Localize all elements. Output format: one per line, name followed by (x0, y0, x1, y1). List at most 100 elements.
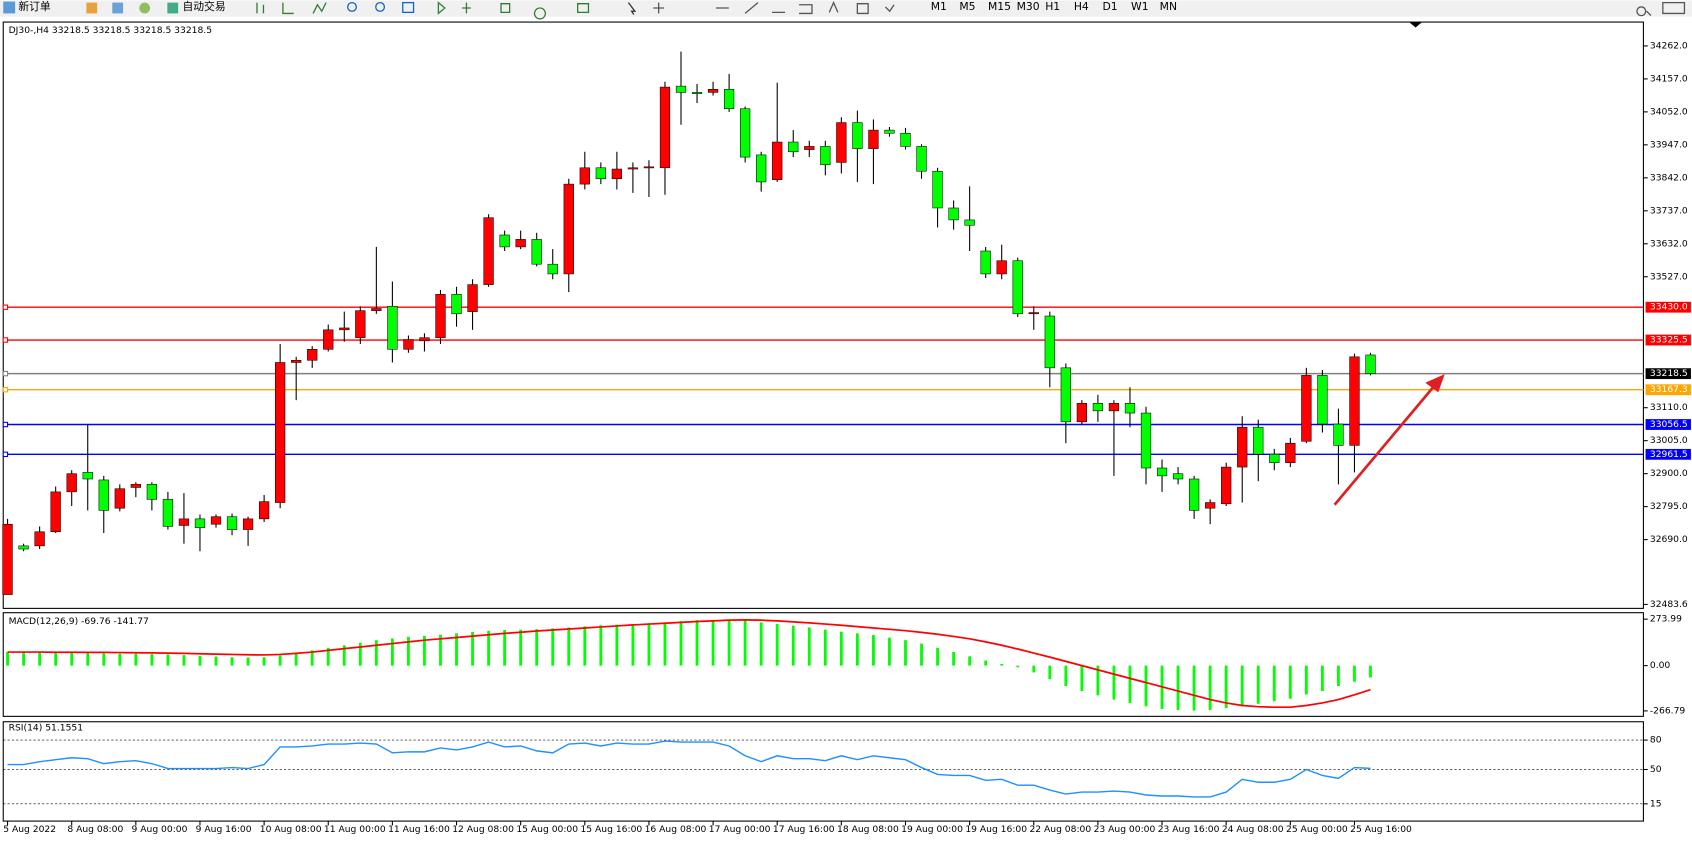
macd-bar (278, 655, 282, 666)
macd-bar (214, 656, 218, 666)
x-tick-label: 25 Aug 00:00 (1286, 824, 1348, 835)
level-handle (2, 370, 9, 377)
zoom-out[interactable] (375, 1, 386, 12)
x-tick-label: 19 Aug 00:00 (901, 824, 963, 835)
macd-bar (1224, 665, 1228, 709)
draw-tools[interactable] (653, 2, 813, 15)
icon[interactable] (86, 2, 98, 14)
main-title: DJ30-,H4 33218.5 33218.5 33218.5 33218.5 (9, 25, 213, 36)
auto-trade-button[interactable]: 自动交易 (182, 0, 225, 13)
candle-body (339, 327, 350, 331)
macd-bar (1144, 665, 1148, 707)
macd-bar (439, 634, 442, 666)
more-tools[interactable] (437, 1, 590, 20)
macd-bar (118, 653, 122, 666)
macd-bar (1048, 665, 1052, 680)
cursor[interactable] (627, 2, 637, 15)
chart-type-icons[interactable] (256, 2, 327, 15)
candle-body (563, 183, 574, 275)
candle-body (371, 308, 382, 311)
y-tick-label: 33842.0 (1650, 172, 1688, 183)
text-tools[interactable] (828, 1, 895, 15)
macd-bar (390, 638, 394, 666)
candle-body (2, 523, 13, 595)
timeframe-button[interactable]: M1 (931, 0, 947, 13)
macd-bar (567, 627, 571, 666)
candle-body (258, 501, 270, 520)
candle-body (788, 141, 799, 153)
shift-marker (1409, 22, 1423, 28)
macd-bar (86, 653, 90, 666)
candle-body (435, 294, 446, 338)
macd-bar (246, 657, 250, 666)
candle-body (226, 516, 238, 530)
macd-bar (471, 632, 474, 666)
icon[interactable] (139, 2, 151, 14)
macd-bar (54, 652, 58, 666)
macd-bar (679, 621, 683, 666)
candle-body (1333, 423, 1344, 446)
candle-body (531, 239, 542, 265)
candle-body (146, 484, 157, 500)
x-tick-label: 15 Aug 00:00 (516, 824, 578, 835)
new-order-icon[interactable] (3, 1, 16, 14)
candle-body (275, 362, 286, 503)
candle-body (355, 310, 366, 338)
candle-body (18, 545, 29, 550)
x-tick-label: 23 Aug 16:00 (1158, 824, 1220, 835)
candle-body (1301, 375, 1312, 442)
timeframe-button[interactable]: M15 (988, 0, 1011, 13)
y-tick-label: 15 (1650, 798, 1662, 809)
macd-bar (1192, 665, 1196, 711)
toolbar-bg (0, 0, 1692, 17)
macd-bar (230, 657, 234, 666)
icon[interactable] (112, 2, 124, 14)
level-label: 33167.3 (1650, 384, 1688, 395)
new-order-button[interactable]: 新订单 (18, 0, 51, 13)
x-tick-label: 24 Aug 08:00 (1222, 824, 1284, 835)
chart-layer: 34262.0 34157.0 34052.0 33947.0 33842.0 33737… (2, 40, 1691, 835)
timeframe-button[interactable]: D1 (1102, 0, 1117, 13)
candle-body (499, 234, 510, 248)
candle-body (1012, 260, 1023, 315)
timeframe-button[interactable]: M5 (959, 0, 975, 13)
x-tick-label: 8 Aug 08:00 (67, 824, 123, 835)
macd-bar (888, 637, 891, 666)
zoom-in[interactable] (347, 1, 357, 12)
x-tick-label: 17 Aug 16:00 (773, 824, 835, 835)
macd-bar (1000, 663, 1004, 666)
y-tick-label: -266.79 (1650, 705, 1686, 716)
level-label-bg (1645, 419, 1691, 430)
level-handle (2, 451, 9, 458)
candle-body (1076, 403, 1088, 423)
timeframe-button[interactable]: MN (1160, 0, 1177, 13)
x-tick-label: 18 Aug 08:00 (837, 824, 899, 835)
macd-bar (984, 660, 988, 666)
timeframe-button[interactable]: H1 (1045, 0, 1060, 13)
signal-line (7, 618, 1371, 709)
candle-body (932, 170, 943, 209)
tile[interactable] (402, 1, 415, 13)
x-tick-label: 22 Aug 08:00 (1029, 824, 1091, 835)
timeframe-button[interactable]: M30 (1017, 0, 1040, 13)
timeframe-button[interactable]: W1 (1131, 0, 1149, 13)
macd-bar (1080, 665, 1084, 692)
candle-body (34, 531, 45, 547)
macd-bar (6, 652, 9, 666)
tool-icons[interactable] (256, 1, 1686, 20)
candle-body (1269, 453, 1280, 463)
macd-bar (920, 643, 923, 666)
y-tick-label: 33737.0 (1650, 205, 1688, 216)
macd-bar (583, 626, 587, 666)
macd-bar (487, 630, 490, 666)
candle-body (643, 166, 655, 169)
macd-bar (150, 654, 154, 666)
timeframe-button[interactable]: H4 (1074, 0, 1089, 13)
y-tick-label: 34262.0 (1650, 40, 1688, 51)
candle-body (515, 239, 526, 248)
search[interactable] (1636, 1, 1686, 17)
macd-bar (1208, 665, 1212, 711)
auto-trade-icon[interactable] (167, 2, 179, 14)
rsi-title: RSI(14) 51.1551 (9, 723, 83, 734)
arrow-head (1425, 374, 1445, 393)
